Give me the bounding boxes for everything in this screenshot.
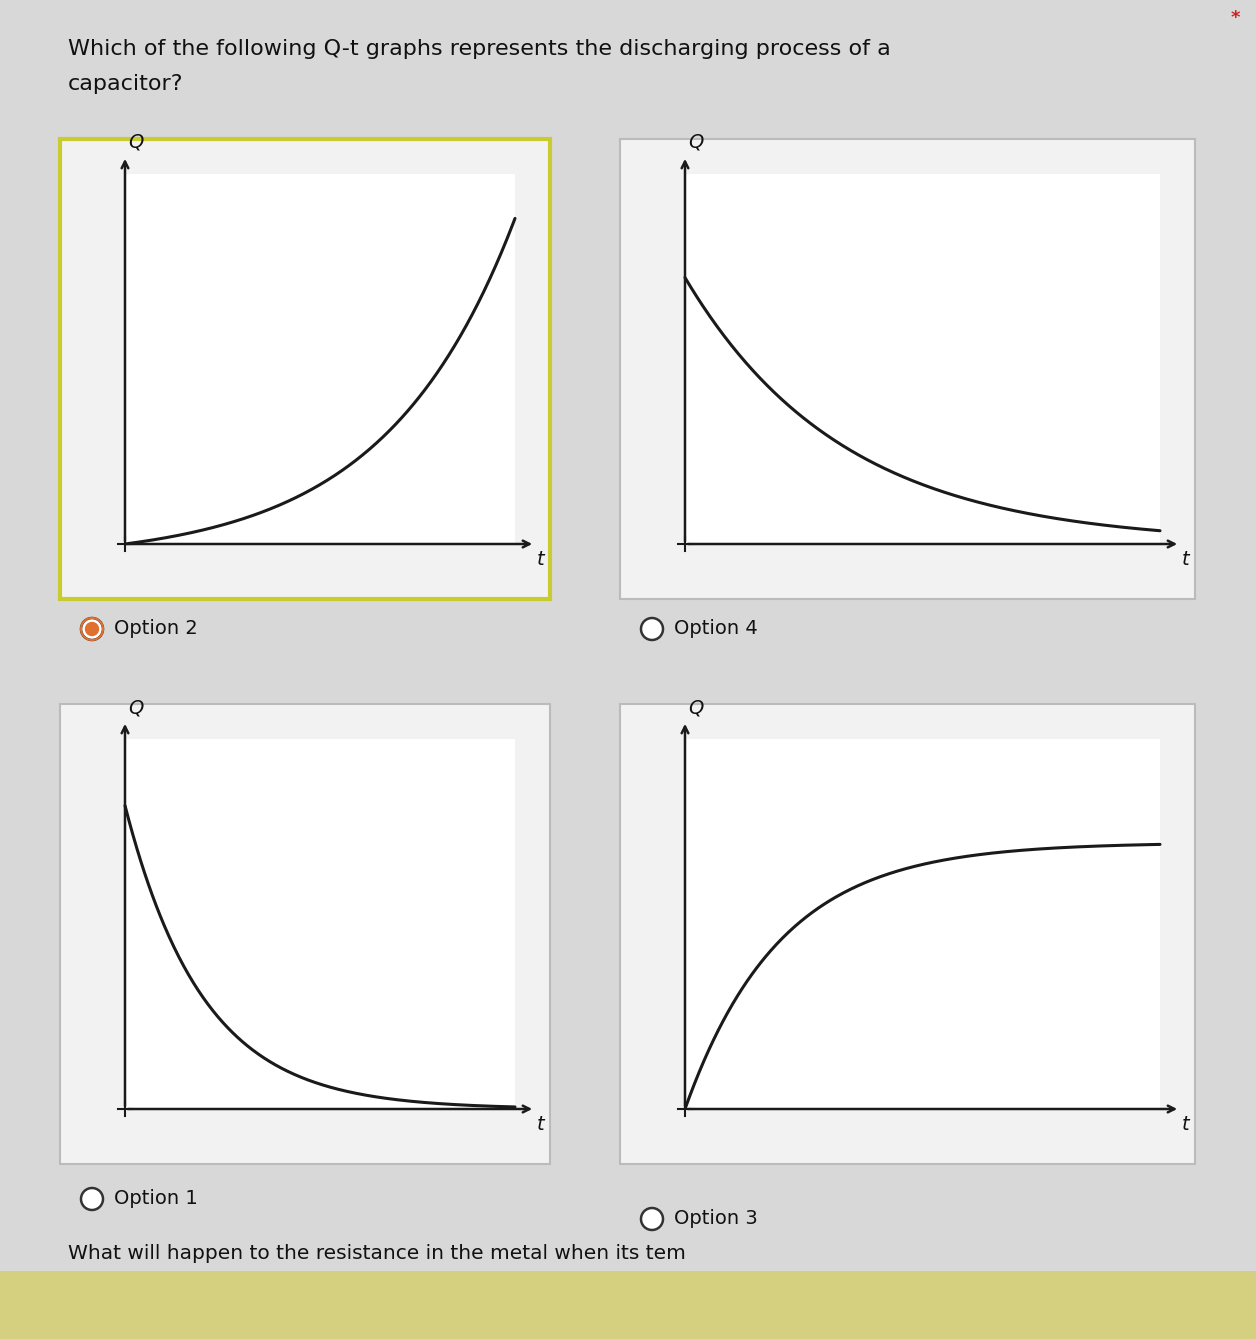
- Text: capacitor?: capacitor?: [68, 74, 183, 94]
- Text: Q: Q: [688, 133, 703, 153]
- Circle shape: [641, 619, 663, 640]
- Bar: [685, 174, 1161, 544]
- Text: t: t: [1182, 1115, 1189, 1134]
- Circle shape: [80, 1188, 103, 1210]
- Text: Option 1: Option 1: [114, 1189, 197, 1209]
- Text: Which of the following Q-t graphs represents the discharging process of a: Which of the following Q-t graphs repres…: [68, 39, 891, 59]
- Text: t: t: [538, 1115, 545, 1134]
- Text: Q: Q: [128, 133, 143, 153]
- Bar: [620, 139, 1194, 599]
- Circle shape: [80, 619, 103, 640]
- Text: What will happen to the resistance in the metal when its tem: What will happen to the resistance in th…: [68, 1244, 686, 1263]
- Text: *: *: [1231, 9, 1240, 27]
- Bar: [0, 1271, 1256, 1339]
- Text: Option 3: Option 3: [674, 1209, 757, 1228]
- Bar: [685, 739, 1161, 1109]
- Bar: [620, 704, 1194, 1164]
- Text: Q: Q: [128, 698, 143, 716]
- Text: Option 4: Option 4: [674, 620, 757, 639]
- Bar: [126, 739, 515, 1109]
- Text: Option 2: Option 2: [114, 620, 197, 639]
- Text: t: t: [1182, 550, 1189, 569]
- Circle shape: [85, 623, 98, 636]
- Bar: [60, 704, 550, 1164]
- Text: Q: Q: [688, 698, 703, 716]
- Bar: [60, 139, 550, 599]
- Bar: [126, 174, 515, 544]
- Circle shape: [641, 1208, 663, 1231]
- Text: t: t: [538, 550, 545, 569]
